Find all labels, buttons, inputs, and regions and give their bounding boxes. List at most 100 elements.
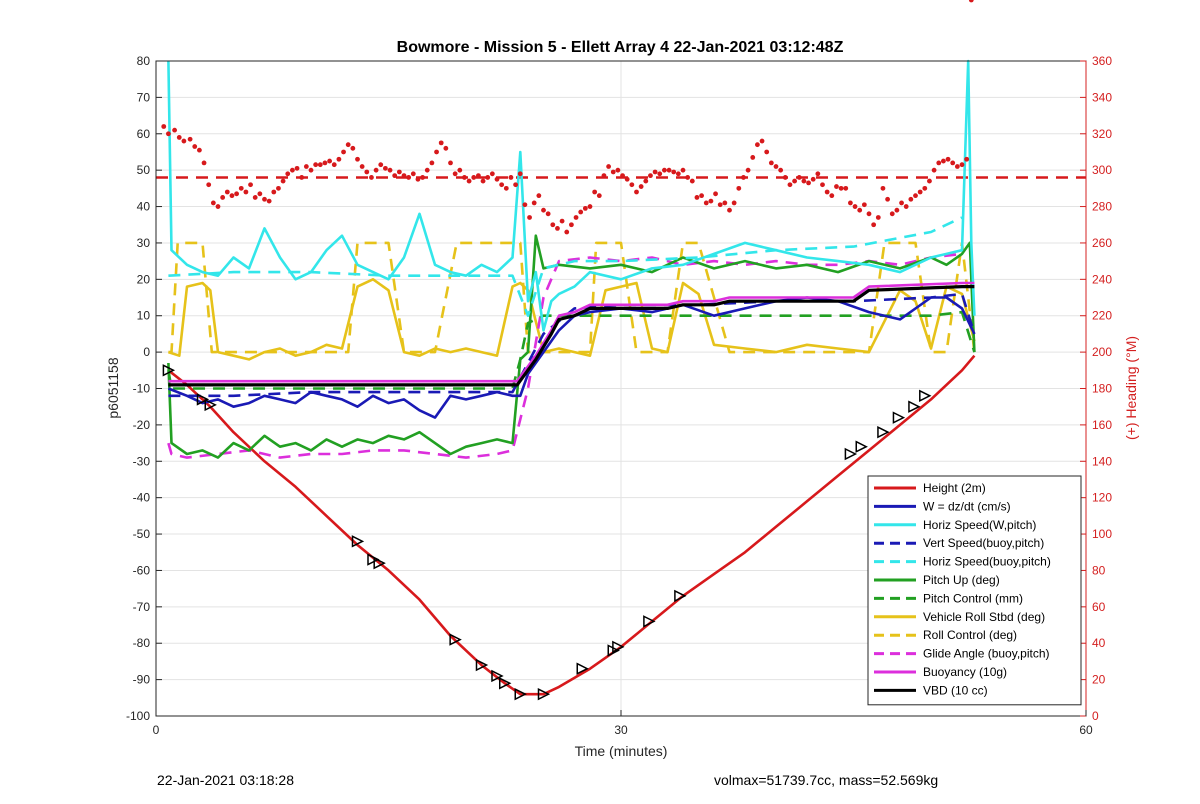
- heading-point: [234, 191, 240, 197]
- right-tick-label: 100: [1092, 527, 1112, 541]
- heading-point: [541, 207, 546, 213]
- triangle-marker: [919, 389, 932, 402]
- heading-point: [480, 178, 486, 184]
- right-tick-label: 320: [1092, 127, 1112, 141]
- left-tick-label: -70: [133, 600, 151, 614]
- heading-point: [201, 160, 207, 166]
- heading-point: [536, 193, 542, 199]
- right-tick-label: 80: [1092, 563, 1106, 577]
- heading-point: [601, 173, 607, 179]
- left-tick-label: -90: [133, 673, 151, 687]
- heading-point: [345, 142, 351, 148]
- heading-point: [671, 169, 677, 175]
- heading-point: [648, 173, 653, 179]
- series-horiz-speed-w-pitch: [167, 59, 976, 332]
- heading-point: [252, 195, 258, 200]
- heading-point: [941, 158, 946, 164]
- heading-point: [727, 207, 732, 213]
- heading-point: [596, 193, 602, 199]
- heading-point: [197, 147, 202, 153]
- heading-point: [276, 185, 281, 191]
- triangle-marker: [612, 640, 625, 654]
- heading-point: [401, 173, 407, 179]
- legend-label: W = dz/dt (cm/s): [923, 499, 1011, 513]
- heading-point: [894, 207, 900, 213]
- right-tick-label: 120: [1092, 491, 1112, 505]
- left-tick-label: -10: [133, 382, 151, 396]
- heading-point: [745, 167, 751, 173]
- heading-point: [931, 167, 937, 173]
- heading-point: [569, 222, 574, 228]
- right-tick-label: 300: [1092, 163, 1112, 177]
- heading-point: [494, 176, 500, 182]
- heading-point: [378, 162, 384, 168]
- left-tick-label: 70: [137, 90, 151, 104]
- heading-point: [755, 142, 760, 148]
- right-tick-label: 360: [1092, 54, 1112, 68]
- heading-point: [694, 195, 700, 200]
- series-pitch-control-mm: [167, 310, 976, 390]
- legend-box: [867, 475, 1082, 706]
- heading-point: [466, 178, 472, 184]
- right-tick-label: 140: [1092, 454, 1112, 468]
- heading-point: [308, 167, 314, 173]
- heading-point: [889, 211, 895, 217]
- heading-point: [383, 165, 388, 171]
- heading-point: [280, 178, 286, 184]
- triangle-marker: [196, 393, 210, 406]
- triangle-marker: [162, 364, 176, 377]
- left-tick-label: -40: [133, 491, 151, 505]
- heading-point: [903, 204, 909, 209]
- triangle-marker: [537, 687, 551, 701]
- heading-point: [299, 175, 305, 180]
- heading-point: [838, 185, 844, 191]
- heading-point: [768, 160, 774, 166]
- heading-point: [731, 200, 737, 206]
- heading-point: [424, 167, 430, 173]
- legend-label: Height (2m): [923, 481, 986, 495]
- heading-point: [341, 149, 346, 155]
- heading-point: [210, 200, 216, 206]
- heading-point: [764, 149, 770, 155]
- heading-point: [936, 160, 942, 166]
- heading-point: [857, 207, 863, 213]
- heading-point: [220, 195, 226, 200]
- heading-point: [364, 169, 370, 175]
- heading-point: [917, 189, 923, 195]
- heading-point: [517, 171, 523, 177]
- triangle-marker: [877, 425, 890, 439]
- heading-point: [652, 169, 658, 175]
- triangle-marker: [892, 411, 906, 424]
- heading-point: [420, 175, 425, 180]
- heading-point: [294, 165, 300, 171]
- heading-point: [750, 155, 756, 160]
- heading-point: [224, 189, 230, 195]
- legend-label: Pitch Control (mm): [923, 591, 1023, 605]
- heading-point: [513, 182, 518, 188]
- x-tick-label: 0: [153, 723, 160, 737]
- heading-point: [215, 204, 221, 209]
- heading-point: [172, 127, 178, 133]
- x-tick-label: 60: [1079, 723, 1093, 737]
- heading-point: [829, 193, 835, 199]
- right-tick-label: 20: [1092, 673, 1106, 687]
- heading-point: [606, 164, 611, 169]
- heading-point: [373, 167, 379, 173]
- heading-point: [322, 160, 328, 166]
- heading-point: [166, 131, 171, 137]
- right-tick-label: 0: [1092, 709, 1099, 723]
- heading-point: [717, 202, 723, 208]
- heading-point: [238, 185, 244, 191]
- triangle-marker: [373, 556, 386, 570]
- y-axis-label: p6051158: [105, 357, 121, 418]
- series-height-2m: [167, 354, 976, 696]
- right-tick-label: 200: [1092, 345, 1112, 359]
- heading-point: [443, 145, 449, 151]
- heading-point: [880, 185, 886, 191]
- heading-point: [662, 167, 667, 173]
- right-tick-label: 260: [1092, 236, 1112, 250]
- heading-point: [387, 167, 393, 173]
- left-tick-label: -100: [126, 709, 150, 723]
- heading-point: [457, 167, 463, 173]
- heading-point: [285, 171, 291, 177]
